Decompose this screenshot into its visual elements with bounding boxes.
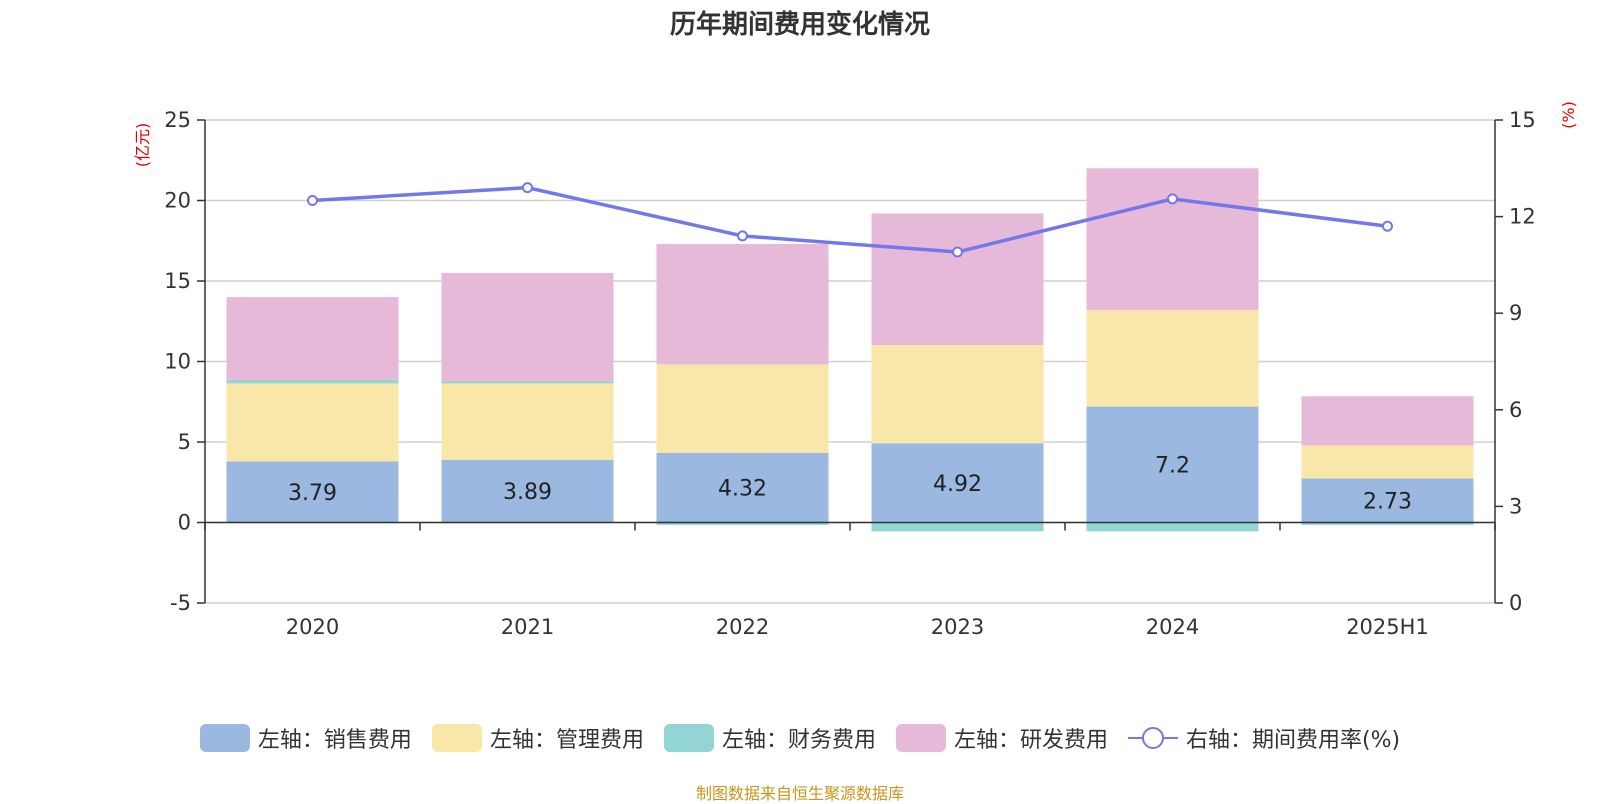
expense-ratio-point: [1382, 220, 1393, 232]
bar-segment: [1301, 396, 1474, 446]
data-label: 2.73: [1363, 490, 1412, 515]
left-tick-label: 10: [164, 350, 191, 374]
bar-segment: [1086, 522, 1259, 532]
bar-segment: [1086, 168, 1259, 310]
left-tick-label: 25: [164, 108, 191, 132]
legend-label-admin: 左轴：管理费用: [489, 728, 644, 753]
right-tick-label: 15: [1509, 108, 1536, 132]
bar-segment: [1301, 522, 1474, 525]
legend-label-finance: 左轴：财务费用: [721, 728, 876, 753]
category-label: 2025H1: [1346, 615, 1429, 639]
data-label: 7.2: [1155, 454, 1190, 479]
left-axis-unit: (亿元): [133, 123, 152, 168]
chart-title: 历年期间费用变化情况: [669, 10, 930, 40]
data-label: 3.89: [503, 480, 552, 505]
legend: 左轴：销售费用 左轴：管理费用 左轴：财务费用 左轴：研发费用 右轴：期间费用率…: [0, 722, 1600, 754]
right-tick-label: 3: [1509, 494, 1522, 518]
legend-line-icon: [1127, 727, 1178, 749]
bar-segment: [871, 443, 1044, 523]
bar-segment: [226, 461, 399, 523]
expense-ratio-point: [952, 246, 963, 258]
chart-canvas: -5 0 5 10 15 20 25 0 3 6 9 12 15 (亿元) (%) 2020 2021 2022 2…: [133, 101, 1578, 639]
expense-ratio-point: [307, 195, 318, 206]
category-label: 2020: [286, 615, 339, 639]
right-tick-label: 9: [1509, 301, 1522, 325]
bar-segment: [656, 243, 829, 365]
right-tick-label: 6: [1509, 398, 1522, 422]
left-tick-label: 20: [164, 189, 191, 213]
expense-ratio-point: [737, 230, 748, 242]
legend-label-expense-ratio: 右轴：期间费用率(%): [1185, 728, 1401, 753]
right-tick-label: 0: [1509, 591, 1522, 615]
bar-segment: [871, 345, 1044, 444]
category-label: 2023: [931, 615, 984, 639]
category-label: 2022: [716, 615, 769, 639]
bar-segment: [226, 383, 399, 462]
legend-label-rnd: 左轴：研发费用: [953, 728, 1108, 753]
legend-swatch-finance: [663, 724, 714, 752]
legend-item-finance[interactable]: 左轴：财务费用: [663, 722, 876, 754]
legend-swatch-admin: [431, 724, 482, 752]
category-label: 2024: [1146, 615, 1199, 639]
legend-item-sales[interactable]: 左轴：销售费用: [199, 722, 412, 754]
bar-segment: [441, 272, 614, 382]
bar-segment: [1086, 309, 1259, 407]
bar-segment: [226, 379, 399, 384]
bar-segment: [871, 213, 1044, 346]
bar-segment: [441, 381, 614, 384]
bar-segment: [656, 522, 829, 525]
left-tick-label: 5: [178, 430, 191, 454]
bar-segment: [656, 452, 829, 523]
expense-ratio-line: [312, 185, 1388, 254]
legend-swatch-rnd: [895, 724, 946, 752]
bar-segment: [226, 297, 399, 380]
bar-segment: [1301, 445, 1474, 479]
data-label: 4.32: [718, 477, 767, 502]
legend-label-sales: 左轴：销售费用: [257, 728, 412, 753]
category-label: 2021: [501, 615, 554, 639]
data-label: 4.92: [933, 472, 982, 497]
legend-item-admin[interactable]: 左轴：管理费用: [431, 722, 644, 754]
legend-item-rnd[interactable]: 左轴：研发费用: [895, 722, 1108, 754]
bar-segment: [1086, 406, 1259, 523]
data-label: 3.79: [288, 481, 337, 506]
left-tick-label: 15: [164, 269, 191, 293]
expense-ratio-point: [1167, 193, 1178, 205]
bar-segment: [441, 459, 614, 523]
right-axis-unit: (%): [1559, 101, 1578, 129]
bar-segment: [1301, 478, 1474, 523]
legend-item-expense-ratio[interactable]: 右轴：期间费用率(%): [1127, 722, 1401, 754]
data-source-note: 制图数据来自恒生聚源数据库: [695, 784, 904, 803]
bar-segment: [441, 383, 614, 460]
bar-segment: [656, 364, 829, 453]
bar-segment: [871, 522, 1044, 532]
right-tick-label: 12: [1509, 205, 1536, 229]
left-tick-label: -5: [170, 591, 191, 615]
expense-ratio-point: [522, 182, 533, 194]
legend-swatch-sales: [199, 724, 250, 752]
left-tick-label: 0: [178, 511, 191, 535]
